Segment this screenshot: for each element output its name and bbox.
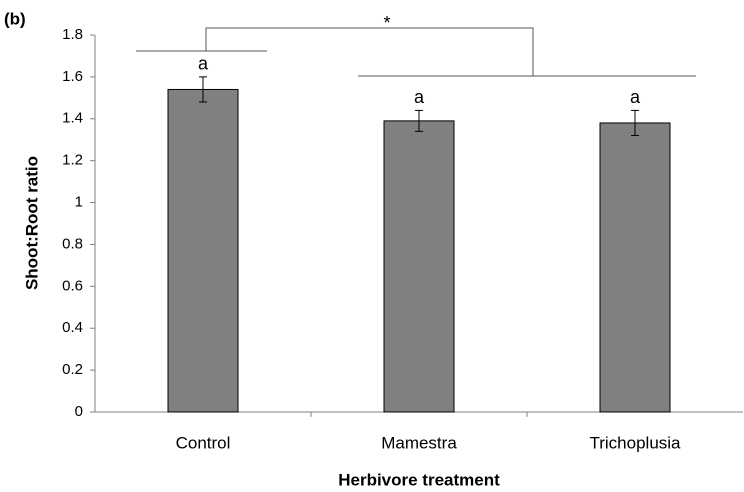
significance-marker: *	[383, 13, 390, 33]
x-tick-label: Trichoplusia	[589, 433, 681, 452]
significance-letter: a	[414, 87, 425, 107]
y-tick-label: 1.6	[62, 68, 83, 85]
bar	[599, 122, 671, 413]
panel-label: (b)	[4, 9, 26, 28]
y-tick-label: 0	[75, 403, 83, 420]
y-tick-label: 0.8	[62, 235, 83, 252]
x-tick-label: Control	[176, 433, 231, 452]
significance-letter: a	[198, 54, 209, 74]
y-tick-label: 1.2	[62, 152, 83, 169]
y-tick-label: 1.4	[62, 110, 83, 127]
y-tick-label: 1.8	[62, 26, 83, 43]
y-tick-label: 1	[75, 194, 83, 211]
y-tick-label: 0.2	[62, 361, 83, 378]
significance-letter: a	[630, 87, 641, 107]
bar	[383, 120, 455, 413]
y-tick-label: 0.4	[62, 319, 83, 336]
bar	[167, 88, 239, 413]
y-axis-label: Shoot:Root ratio	[22, 156, 41, 290]
bracket	[205, 27, 534, 76]
y-tick-label: 0.6	[62, 277, 83, 294]
x-tick-label: Mamestra	[381, 433, 457, 452]
x-axis-label: Herbivore treatment	[338, 470, 500, 489]
